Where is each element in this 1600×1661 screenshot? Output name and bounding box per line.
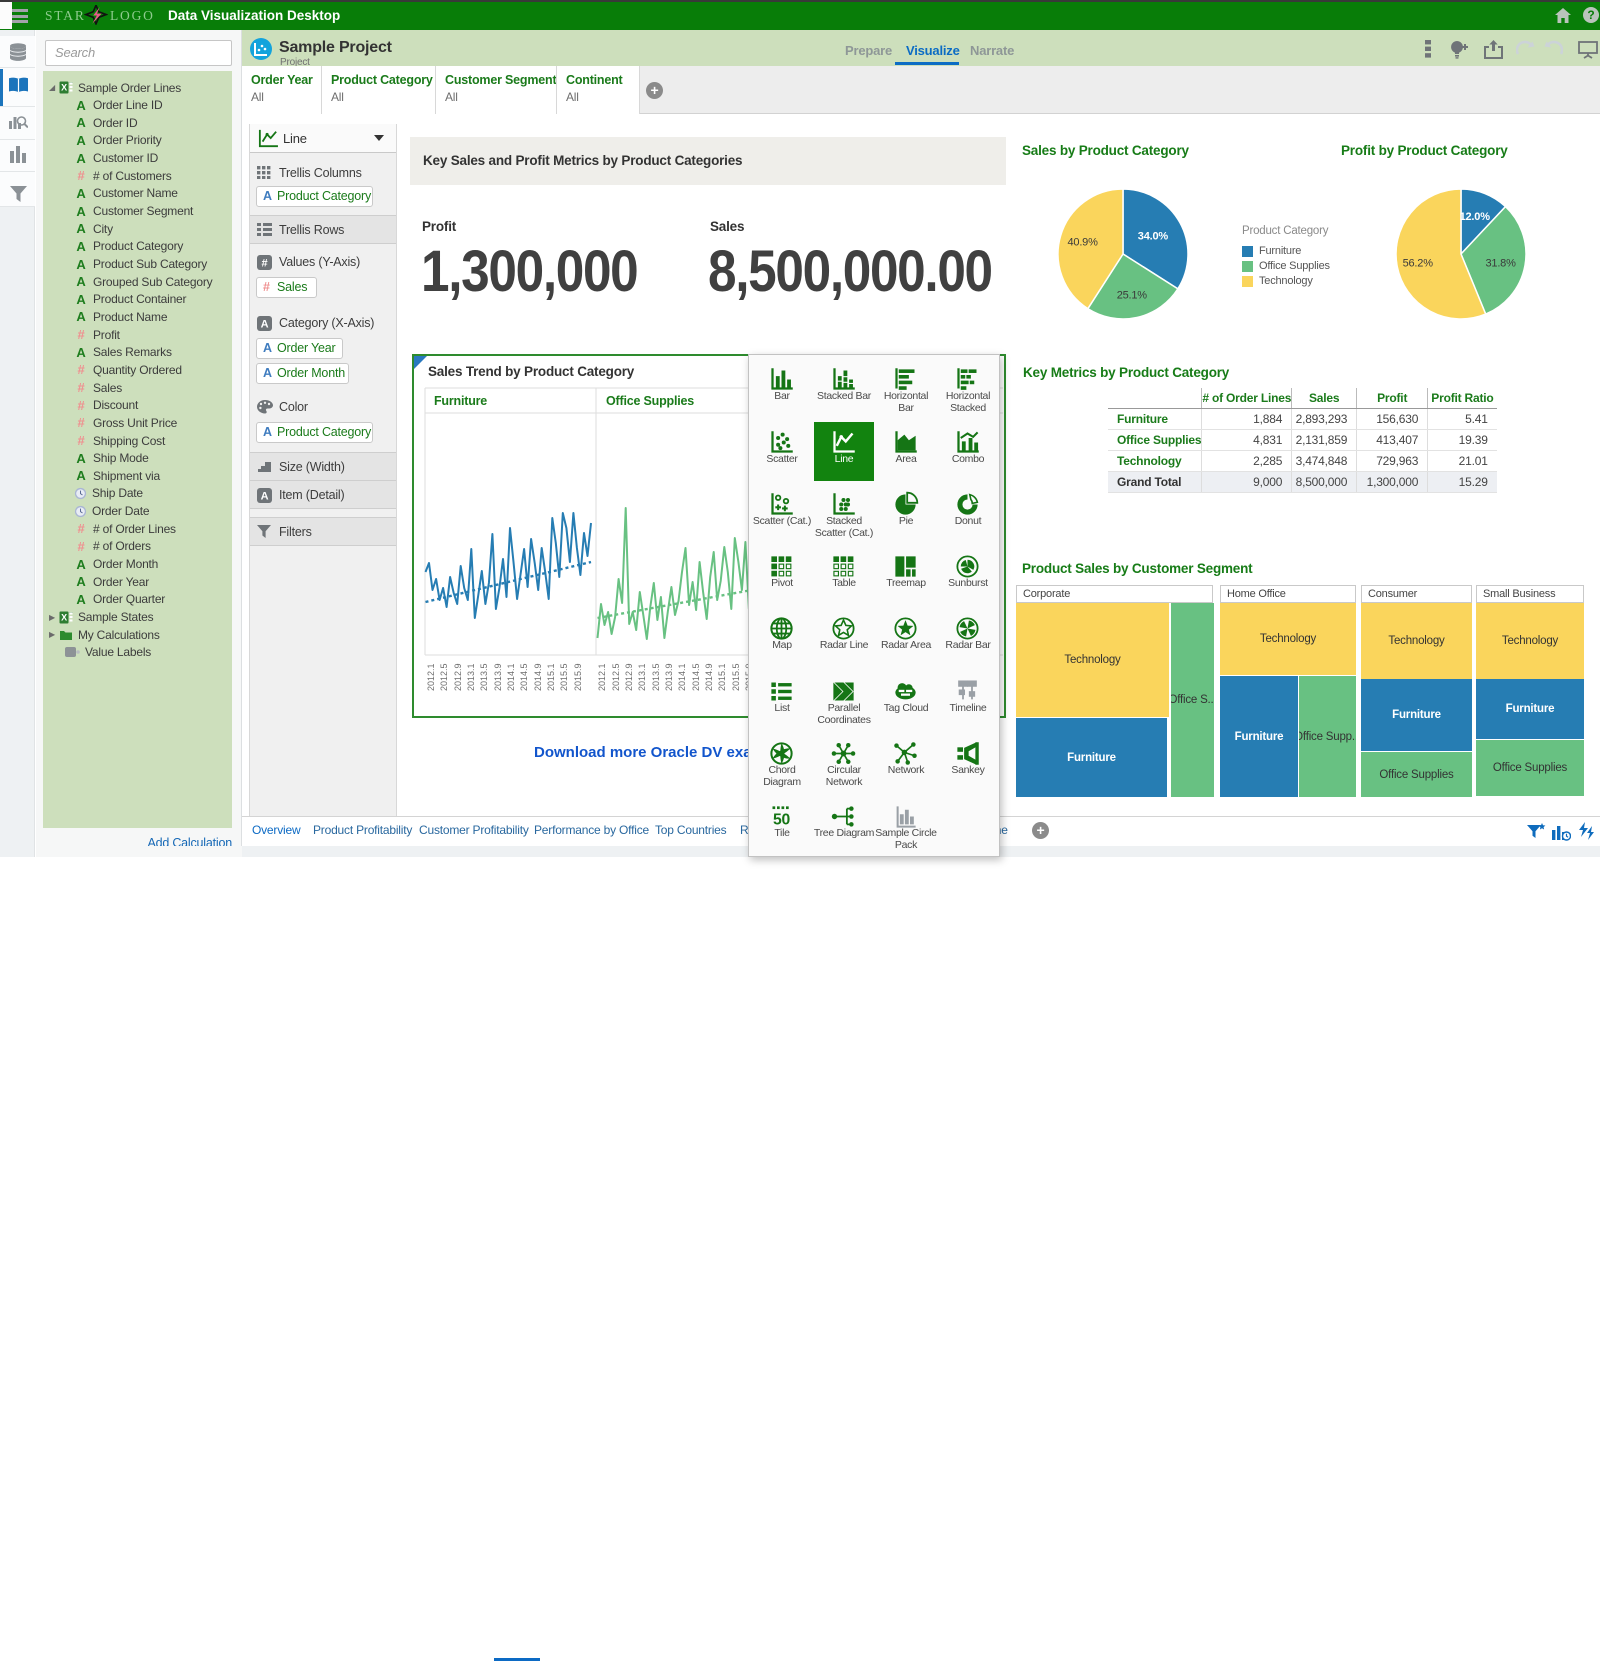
svg-text:X: X (61, 612, 67, 622)
svg-text:40.9%: 40.9% (1067, 237, 1098, 249)
svg-text:A: A (261, 491, 269, 503)
svg-text:12.0%: 12.0% (1460, 211, 1491, 223)
svg-text:A: A (261, 319, 269, 331)
svg-text:31.8%: 31.8% (1485, 258, 1516, 270)
svg-text:#: # (262, 258, 268, 270)
svg-text:50: 50 (773, 811, 791, 828)
svg-text:34.0%: 34.0% (1138, 230, 1169, 242)
svg-text:56.2%: 56.2% (1403, 258, 1434, 270)
svg-text:25.1%: 25.1% (1117, 289, 1148, 301)
svg-text:X: X (61, 83, 67, 93)
